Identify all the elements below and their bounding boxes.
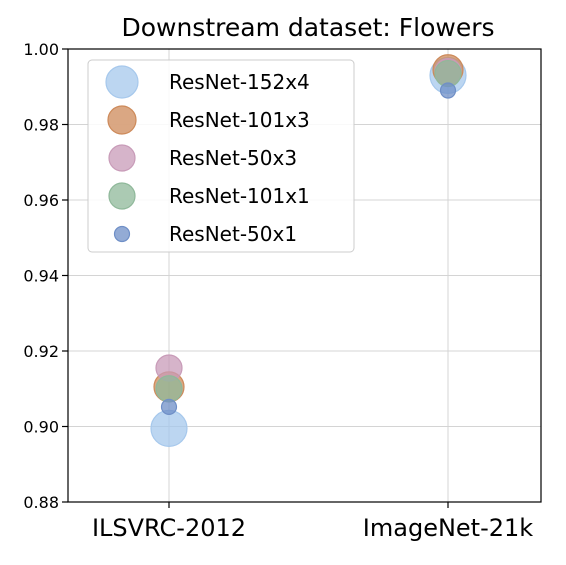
data-point: [160, 398, 178, 415]
x-tick-label: ImageNet-21k: [363, 514, 533, 542]
data-points: [150, 54, 467, 447]
legend-label: ResNet-50x3: [169, 146, 297, 170]
legend-label: ResNet-50x1: [169, 222, 297, 246]
y-tick-label: 0.98: [23, 116, 59, 135]
x-axis: ILSVRC-2012 ImageNet-21k: [92, 502, 533, 542]
legend-label: ResNet-152x4: [169, 70, 310, 94]
plot-frame: [67, 48, 542, 503]
data-point: [439, 82, 457, 99]
y-tick-label: 0.94: [23, 267, 59, 286]
y-tick-label: 0.92: [23, 342, 59, 361]
legend-label: ResNet-101x3: [169, 108, 310, 132]
legend-box: [87, 59, 355, 253]
chart-title: Downstream dataset: Flowers: [121, 13, 494, 42]
x-tick-label: ILSVRC-2012: [92, 514, 246, 542]
legend-label: ResNet-101x1: [169, 184, 310, 208]
legend-marker: [107, 105, 137, 135]
legend-marker: [108, 182, 136, 210]
y-tick-label: 0.88: [23, 493, 59, 512]
legend-marker: [108, 144, 136, 172]
y-tick-label: 0.90: [23, 418, 59, 437]
y-axis: 0.88 0.90 0.92 0.94 0.96 0.98 1.00: [23, 40, 68, 512]
y-tick-label: 1.00: [23, 40, 59, 59]
data-point: [155, 375, 183, 403]
legend-marker: [105, 65, 139, 99]
legend: ResNet-152x4 ResNet-101x3 ResNet-50x3 ResNe…: [87, 59, 355, 253]
data-point: [150, 409, 188, 447]
legend-marker: [113, 225, 131, 243]
y-tick-label: 0.96: [23, 191, 59, 210]
